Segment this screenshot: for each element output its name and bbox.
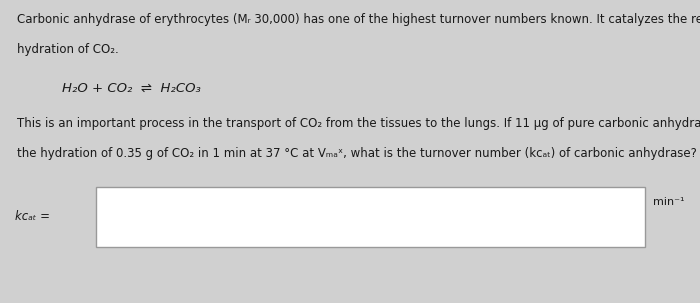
Text: This is an important process in the transport of CO₂ from the tissues to the lun: This is an important process in the tran… bbox=[18, 117, 700, 130]
Text: hydration of CO₂.: hydration of CO₂. bbox=[18, 43, 119, 56]
Text: kᴄₐₜ =: kᴄₐₜ = bbox=[15, 210, 50, 223]
Text: min⁻¹: min⁻¹ bbox=[653, 197, 685, 207]
Text: H₂O + CO₂  ⇌  H₂CO₃: H₂O + CO₂ ⇌ H₂CO₃ bbox=[62, 82, 201, 95]
Text: the hydration of 0.35 g of CO₂ in 1 min at 37 °C at Vₘₐˣ, what is the turnover n: the hydration of 0.35 g of CO₂ in 1 min … bbox=[18, 147, 697, 160]
Text: Carbonic anhydrase of erythrocytes (Mᵣ 30,000) has one of the highest turnover n: Carbonic anhydrase of erythrocytes (Mᵣ 3… bbox=[18, 13, 700, 26]
FancyBboxPatch shape bbox=[96, 187, 645, 247]
